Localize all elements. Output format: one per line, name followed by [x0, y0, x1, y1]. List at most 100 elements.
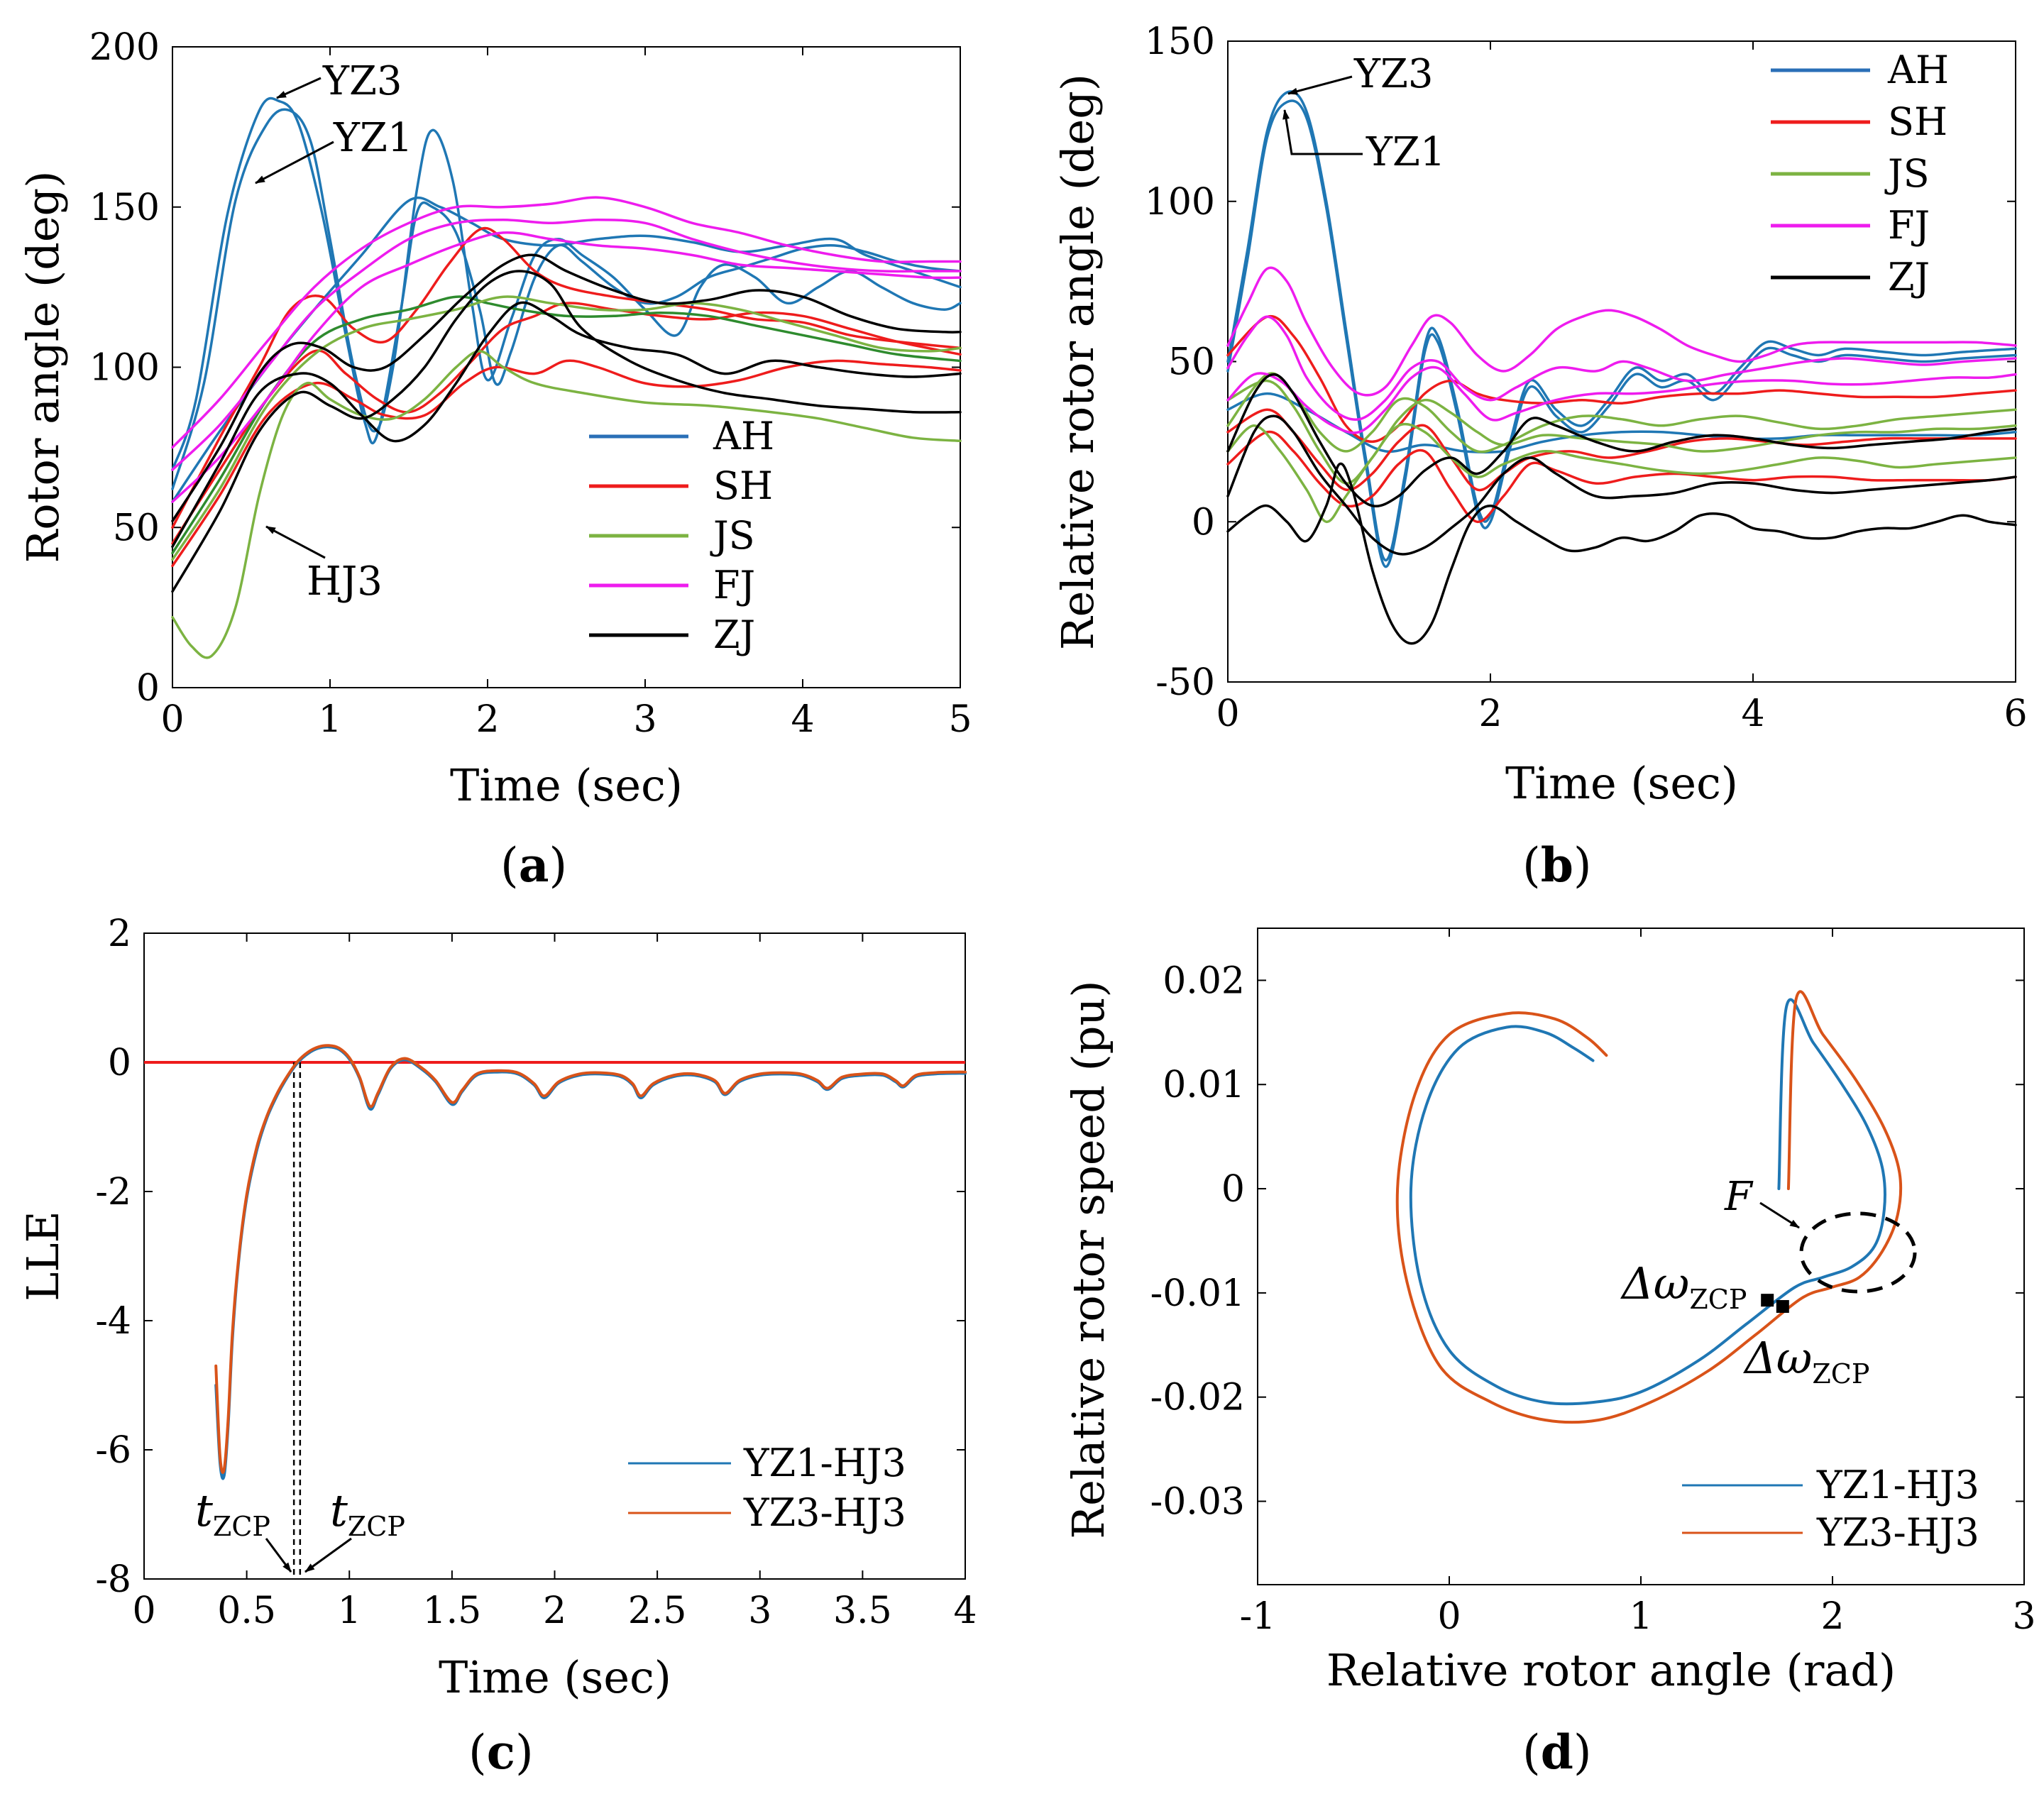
- x-tick-label-c-0: 0: [132, 1590, 155, 1632]
- annotation-d-zcp1: ZCP: [1689, 1284, 1747, 1315]
- series-line-b-js3: [1226, 379, 2017, 485]
- series-line-d-yz3-hj3: [1395, 990, 1903, 1424]
- x-axis-label-c: Time (sec): [439, 1651, 671, 1703]
- annotation-arrow-b-yz1: [1282, 109, 1363, 155]
- legend-a: AH SH JS FJ ZJ: [589, 414, 774, 657]
- legend-d: YZ1-HJ3 YZ3-HJ3: [1682, 1463, 1979, 1555]
- annotation-d-dw2: Δω: [1743, 1332, 1812, 1384]
- x-tick-label-b-3: 6: [2004, 693, 2027, 735]
- zcp-point-marker-1: [1776, 1299, 1789, 1313]
- series-line-b-zj1: [1226, 373, 2017, 508]
- y-tick-label-c-0: -8: [95, 1558, 131, 1601]
- y-tick-label-b-4: 150: [1145, 21, 1215, 63]
- series-line-a-fj3: [171, 231, 962, 503]
- series-line-b-fj3: [1226, 365, 2017, 434]
- legend-label-b-4: ZJ: [1888, 255, 1930, 299]
- legend-label-c-1: YZ3-HJ3: [743, 1490, 906, 1535]
- series-line-b-fj1: [1226, 266, 2017, 397]
- legend-label-a-4: ZJ: [713, 612, 755, 657]
- legend-label-d-1: YZ3-HJ3: [1816, 1510, 1979, 1555]
- series-group-d: [1395, 990, 1903, 1424]
- x-axis-label-b: Time (sec): [1505, 757, 1738, 809]
- x-tick-label-d-0: -1: [1240, 1595, 1276, 1638]
- series-line-a-js1: [171, 295, 962, 555]
- series-line-b-zj3: [1226, 462, 2017, 645]
- series-line-c-yz3-hj3: [214, 1044, 967, 1474]
- x-tick-label-a-4: 4: [791, 698, 814, 741]
- legend-label-b-1: SH: [1888, 99, 1947, 144]
- y-tick-label-b-3: 100: [1145, 181, 1215, 224]
- panel-label-d-text: d: [1541, 1724, 1573, 1780]
- y-axis-label-d: Relative rotor speed (pu): [1062, 980, 1114, 1539]
- x-tick-label-a-0: 0: [160, 698, 184, 741]
- annotation-arrow-a-yz1: [255, 141, 334, 185]
- legend-label-a-1: SH: [713, 463, 773, 508]
- x-tick-label-b-0: 0: [1216, 693, 1239, 735]
- annotation-a-yz3: YZ3: [322, 58, 402, 104]
- series-line-b-yz1: [1226, 99, 2017, 568]
- series-line-b-js2: [1226, 372, 2017, 453]
- series-line-d-yz1-hj3: [1409, 998, 1886, 1406]
- x-tick-label-c-4: 2: [543, 1590, 566, 1632]
- legend-c: YZ1-HJ3 YZ3-HJ3: [628, 1441, 906, 1535]
- zcp-point-marker-0: [1761, 1294, 1774, 1307]
- zcp-markers-c: [292, 1062, 302, 1579]
- panel-label-a: (a): [500, 837, 567, 893]
- y-tick-label-a-4: 200: [89, 26, 160, 69]
- annotation-arrow-d-f: [1759, 1201, 1800, 1229]
- panel-label-c: (c): [468, 1724, 534, 1780]
- x-tick-label-a-3: 3: [633, 698, 656, 741]
- series-line-a-yz1: [171, 108, 962, 490]
- annotation-c-zcp1: ZCP: [213, 1511, 270, 1542]
- x-tick-label-c-7: 3.5: [833, 1590, 892, 1632]
- series-line-a-zj3: [171, 270, 962, 593]
- legend-label-a-2: JS: [710, 513, 755, 558]
- x-tick-label-c-3: 1.5: [423, 1590, 482, 1632]
- series-line-a-zj2: [171, 301, 962, 549]
- x-tick-label-a-5: 5: [948, 698, 972, 741]
- y-tick-label-a-3: 150: [89, 187, 160, 229]
- series-line-c-yz1-hj3: [214, 1045, 967, 1480]
- annotation-c-tzcp-right: tZCP: [330, 1485, 405, 1542]
- y-tick-label-d-3: 0: [1221, 1168, 1245, 1211]
- y-tick-label-c-1: -6: [95, 1429, 131, 1472]
- panel-label-b-text: b: [1541, 837, 1573, 893]
- y-tick-label-a-1: 50: [113, 507, 160, 549]
- x-axis-label-a: Time (sec): [450, 759, 683, 811]
- series-line-a-js2: [171, 350, 962, 659]
- annotation-d-dw1: Δω: [1620, 1258, 1689, 1309]
- y-tick-label-b-2: 50: [1168, 341, 1215, 384]
- y-tick-label-d-1: -0.02: [1150, 1377, 1245, 1419]
- annotation-d-f: F: [1724, 1174, 1754, 1220]
- y-axis-label-c: LLE: [17, 1211, 69, 1302]
- y-tick-label-b-0: -50: [1155, 661, 1215, 704]
- series-line-b-zj2: [1226, 414, 2017, 556]
- legend-label-a-3: FJ: [713, 563, 755, 607]
- zcp-points-d: [1761, 1294, 1789, 1313]
- x-tick-label-a-1: 1: [318, 698, 341, 741]
- series-line-a-yz3: [171, 97, 962, 471]
- annotation-b-yz3: YZ3: [1353, 51, 1434, 97]
- y-tick-label-a-0: 0: [136, 667, 160, 710]
- x-tick-label-b-1: 2: [1478, 693, 1502, 735]
- annotation-a-yz1: YZ1: [333, 115, 413, 161]
- y-tick-label-c-4: 0: [108, 1042, 131, 1084]
- series-line-b-ah3: [1226, 392, 2017, 454]
- series-line-a-js3: [171, 295, 962, 561]
- x-tick-label-d-3: 2: [1820, 1595, 1844, 1638]
- x-tick-label-c-8: 4: [953, 1590, 977, 1632]
- legend-label-b-2: JS: [1884, 151, 1930, 196]
- annotation-b-yz1: YZ1: [1366, 129, 1446, 175]
- chart-panel-c: 0 0.5 1 1.5 2 2.5 3 3.5 4 -8 -6 -4 -2 0 2 Time (sec) L…: [17, 913, 977, 1780]
- panel-label-d: (d): [1522, 1724, 1592, 1780]
- annotation-d-dw-left: ΔωZCP: [1620, 1258, 1747, 1315]
- series-line-a-fj1: [171, 196, 962, 449]
- x-tick-label-c-6: 3: [748, 1590, 771, 1632]
- series-group-a: [171, 97, 962, 659]
- legend-label-c-0: YZ1-HJ3: [743, 1441, 906, 1485]
- ticks-d: -1 0 1 2 3 -0.03 -0.02 -0.01 0 0.01 0.02: [1150, 928, 2036, 1638]
- series-line-a-fj2: [171, 219, 962, 471]
